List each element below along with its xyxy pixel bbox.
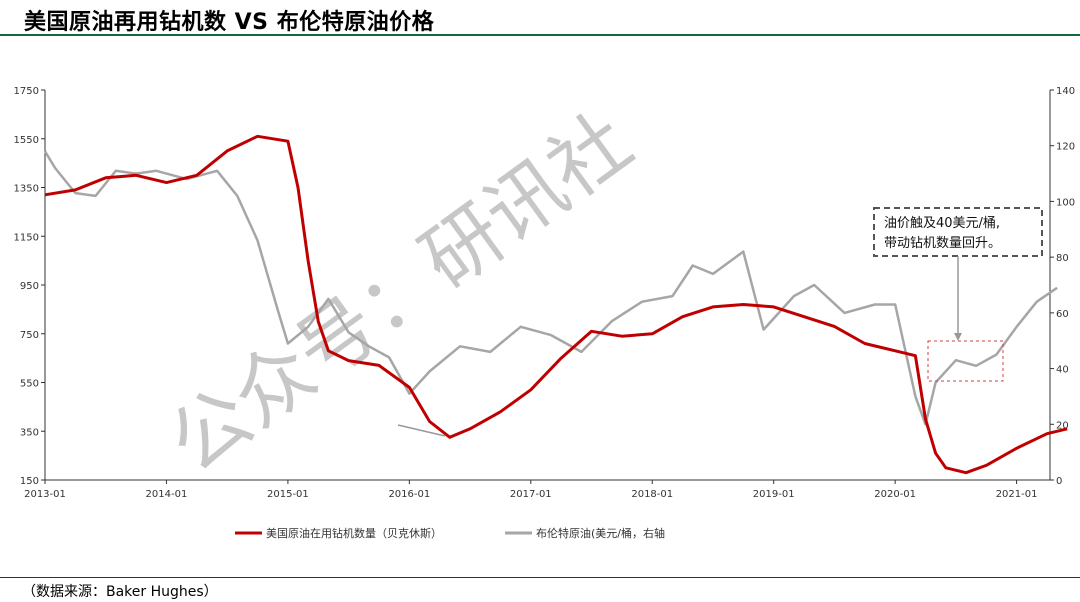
y-right-tick-label: 20 bbox=[1056, 420, 1069, 431]
annotation-arrowhead bbox=[954, 333, 962, 341]
y-right-tick-label: 80 bbox=[1056, 253, 1069, 264]
y-right-tick-label: 120 bbox=[1056, 142, 1075, 153]
legend: 美国原油在用钻机数量（贝克休斯） 布伦特原油(美元/桶，右轴 bbox=[235, 526, 665, 540]
chart-series bbox=[43, 134, 1068, 475]
y-left-tick-label: 550 bbox=[20, 379, 39, 390]
annotation-group: 油价触及40美元/桶, 带动钻机数量回升。 bbox=[397, 207, 1043, 437]
annotation-line-1: 油价触及40美元/桶, bbox=[884, 216, 1000, 231]
source-note: （数据来源：Baker Hughes） bbox=[22, 584, 218, 600]
y-left-tick-label: 350 bbox=[20, 427, 39, 438]
source-divider bbox=[0, 577, 1080, 578]
watermark: 公众号：研讯社 bbox=[153, 97, 648, 491]
legend-label-rig: 美国原油在用钻机数量（贝克休斯） bbox=[266, 526, 442, 540]
x-tick-label: 2018-01 bbox=[631, 489, 673, 500]
x-tick-label: 2016-01 bbox=[388, 489, 430, 500]
y-right-tick-label: 60 bbox=[1056, 309, 1069, 320]
y-right-tick-label: 140 bbox=[1056, 86, 1075, 97]
x-tick-label: 2021-01 bbox=[996, 489, 1038, 500]
bottom-pointer-line bbox=[397, 424, 446, 437]
y-right-tick-label: 100 bbox=[1056, 197, 1075, 208]
chart-axes: 150 350 550 750 950 1150 1350 1550 1750 0 20 40 60 80… bbox=[14, 86, 1076, 500]
highlight-box bbox=[927, 340, 1004, 382]
y-left-tick-label: 950 bbox=[20, 281, 39, 292]
y-left-tick-label: 1350 bbox=[14, 184, 39, 195]
y-left-tick-label: 1150 bbox=[14, 232, 39, 243]
y-right-tick-label: 0 bbox=[1056, 476, 1062, 487]
watermark-text: 公众号：研讯社 bbox=[153, 97, 648, 491]
title-divider bbox=[0, 34, 1080, 36]
x-tick-label: 2019-01 bbox=[753, 489, 795, 500]
x-tick-label: 2020-01 bbox=[874, 489, 916, 500]
y-left-tick-label: 750 bbox=[20, 330, 39, 341]
x-tick-label: 2014-01 bbox=[146, 489, 188, 500]
y-right-tick-label: 40 bbox=[1056, 365, 1069, 376]
y-left-tick-label: 150 bbox=[20, 476, 39, 487]
x-tick-label: 2013-01 bbox=[24, 489, 66, 500]
page-title: 美国原油再用钻机数 VS 布伦特原油价格 bbox=[24, 10, 435, 35]
series-rig-count-line bbox=[44, 134, 1068, 475]
x-tick-label: 2017-01 bbox=[510, 489, 552, 500]
legend-label-brent: 布伦特原油(美元/桶，右轴 bbox=[536, 526, 665, 540]
annotation-line-2: 带动钻机数量回升。 bbox=[884, 236, 1001, 251]
series-brent-line bbox=[43, 150, 1058, 426]
y-left-tick-label: 1550 bbox=[14, 135, 39, 146]
y-left-tick-label: 1750 bbox=[14, 86, 39, 97]
x-tick-label: 2015-01 bbox=[267, 489, 309, 500]
